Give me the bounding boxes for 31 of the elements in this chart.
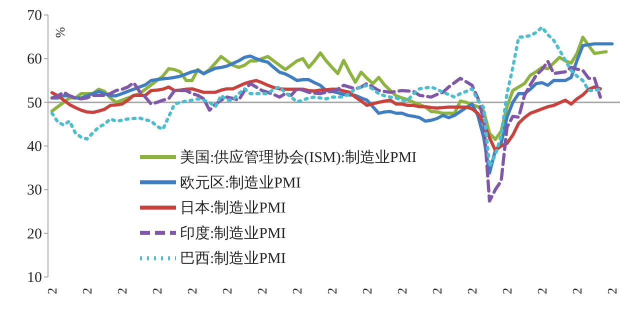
line-series	[50, 26, 602, 168]
x-tick-label: 2	[430, 288, 444, 294]
x-tick-label: 2	[220, 288, 234, 294]
x-tick-label: 2	[254, 288, 270, 294]
x-tick-label: 2	[80, 288, 94, 294]
legend-label: 印度:制造业PMI	[180, 224, 286, 242]
x-tick-label: 2	[184, 288, 200, 294]
x-tick-label: 2	[500, 288, 514, 294]
y-tick-label: 40	[27, 139, 42, 155]
legend-label: 欧元区:制造业PMI	[180, 174, 301, 192]
y-tick-label: 50	[27, 95, 42, 112]
y-tick-label: 30	[27, 182, 42, 199]
y-axis-title: %	[53, 27, 68, 38]
x-tick-label: 2	[360, 288, 374, 294]
x-tick-label: 2	[324, 288, 340, 294]
x-tick-label: 2	[604, 288, 620, 294]
x-tick-label: 2	[290, 288, 304, 294]
x-tick-label: 2	[570, 288, 584, 294]
y-tick-label: 20	[27, 226, 42, 242]
y-tick-label: 60	[27, 52, 42, 68]
y-tick-label: 10	[27, 270, 42, 286]
x-tick-label: 2	[114, 288, 130, 294]
legend-label: 美国:供应管理协会(ISM):制造业PMI	[180, 149, 417, 166]
x-tick-label: 2	[150, 288, 164, 294]
y-tick-label: 70	[27, 8, 42, 24]
x-tick-label: 2	[534, 288, 550, 294]
legend-label: 巴西:制造业PMI	[180, 250, 286, 268]
x-tick-label: 2	[394, 288, 410, 294]
x-tick-label: 2	[464, 288, 480, 294]
legend-label: 日本:制造业PMI	[180, 200, 286, 217]
x-tick-label: 2	[44, 288, 60, 294]
